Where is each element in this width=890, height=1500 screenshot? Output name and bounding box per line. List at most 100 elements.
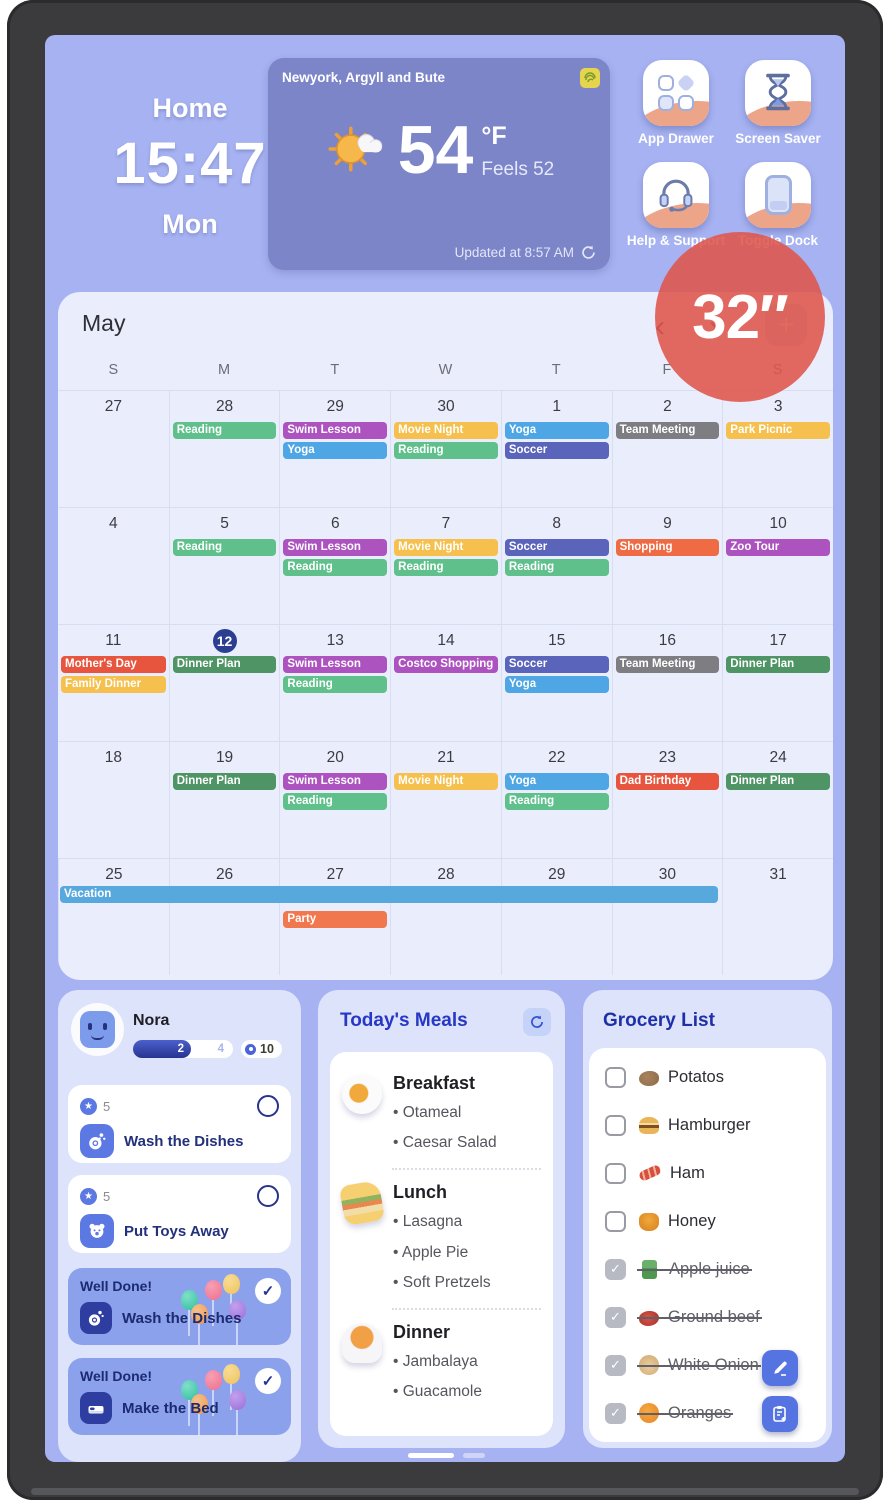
calendar-event[interactable]: Reading xyxy=(172,539,277,556)
calendar-day-cell[interactable]: 25 xyxy=(58,859,169,975)
grocery-item[interactable]: Potatos xyxy=(589,1053,826,1101)
calendar-event[interactable]: Movie Night xyxy=(394,773,498,790)
check-circle-icon[interactable]: ✓ xyxy=(255,1278,281,1304)
calendar-day-cell[interactable]: 30 Movie Night Reading xyxy=(390,391,501,507)
calendar-day-cell[interactable]: 5 Reading xyxy=(168,508,280,624)
app-drawer-button[interactable]: App Drawer xyxy=(638,60,714,146)
meals-refresh-button[interactable] xyxy=(523,1008,551,1036)
calendar-day-cell[interactable]: 7 Movie Night Reading xyxy=(390,508,501,624)
grocery-item[interactable]: ✓ Ground beef xyxy=(589,1293,826,1341)
calendar-day-cell[interactable]: 13 Swim Lesson Reading xyxy=(279,625,390,741)
chore-task[interactable]: ★ 5 Wash the Dishes xyxy=(68,1085,291,1163)
calendar-day-cell[interactable]: 17 Dinner Plan xyxy=(722,625,833,741)
calendar-event[interactable]: Movie Night xyxy=(394,422,498,439)
calendar-day-cell[interactable]: 30 xyxy=(611,859,723,975)
checkbox-checked[interactable]: ✓ xyxy=(605,1354,626,1376)
calendar-event[interactable]: Dad Birthday xyxy=(615,773,720,790)
check-circle-icon[interactable]: ✓ xyxy=(255,1368,281,1394)
calendar-event[interactable]: Family Dinner xyxy=(61,676,166,693)
calendar-event[interactable]: Soccer xyxy=(504,539,609,556)
calendar-day-cell[interactable]: 28 Reading xyxy=(168,391,280,507)
checkbox-checked[interactable]: ✓ xyxy=(605,1402,626,1424)
calendar-day-cell[interactable]: 20 Swim Lesson Reading xyxy=(279,742,390,858)
calendar-event[interactable]: Shopping xyxy=(615,539,720,556)
calendar-day-cell[interactable]: 4 xyxy=(58,508,169,624)
calendar-day-cell[interactable]: 9 Shopping xyxy=(611,508,723,624)
calendar-event[interactable]: Dinner Plan xyxy=(726,656,830,673)
calendar-day-cell[interactable]: 26 xyxy=(168,859,280,975)
checkbox-unchecked[interactable] xyxy=(605,1066,626,1088)
help-support-button[interactable]: Help & Support xyxy=(627,162,725,248)
calendar-day-cell[interactable]: 1 Yoga Soccer xyxy=(500,391,612,507)
calendar-day-cell[interactable]: 19 Dinner Plan xyxy=(168,742,280,858)
calendar-day-cell[interactable]: 11 Mother's Day Family Dinner xyxy=(58,625,169,741)
checkbox-unchecked[interactable] xyxy=(605,1210,626,1232)
task-checkbox[interactable] xyxy=(257,1185,279,1207)
calendar-event[interactable]: Soccer xyxy=(504,442,609,459)
pager-dot-active[interactable] xyxy=(408,1453,454,1458)
calendar-event[interactable]: Reading xyxy=(504,793,609,810)
calendar-day-cell[interactable]: 29 xyxy=(500,859,612,975)
calendar-day-cell[interactable]: 10 Zoo Tour xyxy=(722,508,833,624)
calendar-day-cell[interactable]: 24 Dinner Plan xyxy=(722,742,833,858)
grocery-item[interactable]: ✓ White Onion xyxy=(589,1341,826,1389)
calendar-day-cell[interactable]: 3 Park Picnic xyxy=(722,391,833,507)
calendar-day-cell[interactable]: 27 Party xyxy=(279,859,390,975)
calendar-event[interactable]: Yoga xyxy=(504,422,609,439)
calendar-event[interactable]: Team Meeting xyxy=(615,422,720,439)
calendar-event[interactable]: Park Picnic xyxy=(726,422,830,439)
calendar-event[interactable]: Reading xyxy=(394,442,498,459)
calendar-event[interactable]: Swim Lesson xyxy=(283,422,388,439)
screen-saver-button[interactable]: Screen Saver xyxy=(735,60,821,146)
weather-widget[interactable]: Newyork, Argyll and Bute xyxy=(268,58,610,270)
avatar[interactable] xyxy=(71,1003,124,1056)
calendar-day-cell[interactable]: 14 Costco Shopping xyxy=(390,625,501,741)
calendar-event[interactable]: Soccer xyxy=(504,656,609,673)
pager-dot[interactable] xyxy=(463,1453,485,1458)
calendar-event[interactable]: Dinner Plan xyxy=(172,773,277,790)
checkbox-unchecked[interactable] xyxy=(605,1162,626,1184)
calendar-event[interactable]: Reading xyxy=(172,422,277,439)
calendar-event[interactable]: Yoga xyxy=(504,773,609,790)
calendar-day-cell[interactable]: 6 Swim Lesson Reading xyxy=(279,508,390,624)
checkbox-unchecked[interactable] xyxy=(605,1114,626,1136)
calendar-event[interactable]: Reading xyxy=(394,559,498,576)
toggle-dock-button[interactable]: Toggle Dock xyxy=(738,162,818,248)
grocery-item[interactable]: Hamburger xyxy=(589,1101,826,1149)
calendar-event[interactable]: Yoga xyxy=(283,442,388,459)
calendar-event[interactable]: Movie Night xyxy=(394,539,498,556)
grocery-item[interactable]: Honey xyxy=(589,1197,826,1245)
calendar-day-cell[interactable]: 2 Team Meeting xyxy=(611,391,723,507)
calendar-day-cell[interactable]: 8 Soccer Reading xyxy=(500,508,612,624)
calendar-day-cell[interactable]: 15 Soccer Yoga xyxy=(500,625,612,741)
checkbox-checked[interactable]: ✓ xyxy=(605,1306,626,1328)
calendar-day-cell[interactable]: 21 Movie Night xyxy=(390,742,501,858)
calendar-event[interactable]: Dinner Plan xyxy=(726,773,830,790)
grocery-item[interactable]: ✓ Apple juice xyxy=(589,1245,826,1293)
calendar-event[interactable]: Swim Lesson xyxy=(283,539,388,556)
calendar-day-cell[interactable]: 12 Dinner Plan xyxy=(168,625,280,741)
calendar-day-cell[interactable]: 22 Yoga Reading xyxy=(500,742,612,858)
calendar-event[interactable]: Team Meeting xyxy=(615,656,720,673)
grocery-item[interactable]: ✓ Oranges xyxy=(589,1389,826,1437)
calendar-event[interactable]: Zoo Tour xyxy=(726,539,830,556)
calendar-day-cell[interactable]: 28 xyxy=(390,859,501,975)
edit-list-button[interactable] xyxy=(762,1350,798,1386)
grocery-item[interactable]: Ham xyxy=(589,1149,826,1197)
calendar-event[interactable]: Reading xyxy=(504,559,609,576)
calendar-event[interactable]: Swim Lesson xyxy=(283,656,388,673)
calendar-event[interactable]: Mother's Day xyxy=(61,656,166,673)
calendar-event[interactable]: Dinner Plan xyxy=(172,656,277,673)
calendar-event[interactable]: Swim Lesson xyxy=(283,773,388,790)
chore-task[interactable]: ★ 5 Put Toys Away xyxy=(68,1175,291,1253)
calendar-day-cell[interactable]: 16 Team Meeting xyxy=(611,625,723,741)
calendar-day-cell[interactable]: 29 Swim Lesson Yoga xyxy=(279,391,390,507)
calendar-event[interactable]: Reading xyxy=(283,676,388,693)
calendar-multiday-event[interactable]: Vacation xyxy=(60,886,719,903)
refresh-icon[interactable] xyxy=(581,245,596,260)
add-list-item-button[interactable] xyxy=(762,1396,798,1432)
calendar-day-cell[interactable]: 23 Dad Birthday xyxy=(611,742,723,858)
calendar-day-cell[interactable]: 31 xyxy=(722,859,833,975)
calendar-event[interactable]: Reading xyxy=(283,559,388,576)
calendar-day-cell[interactable]: 27 xyxy=(58,391,169,507)
